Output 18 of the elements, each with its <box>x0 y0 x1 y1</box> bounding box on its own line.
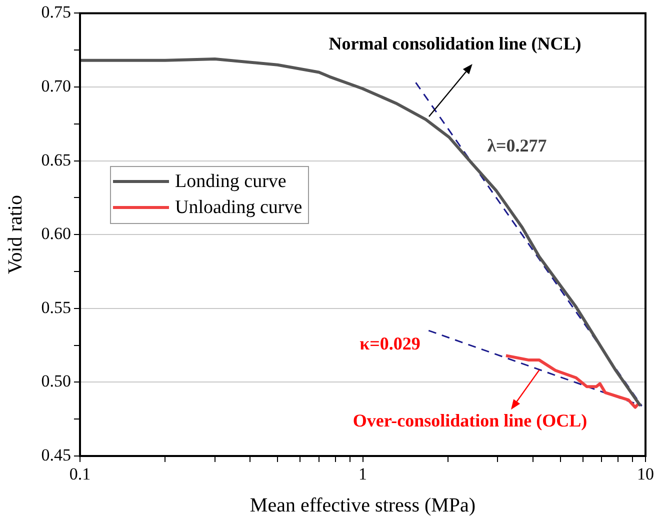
x-tick-label: 10 <box>637 464 654 484</box>
y-axis-title: Void ratio <box>4 195 26 274</box>
annotation: Normal consolidation line (NCL) <box>328 34 582 54</box>
y-tick-label: 0.55 <box>41 298 71 317</box>
annotation: κ=0.029 <box>360 334 420 354</box>
y-tick-label: 0.70 <box>41 76 71 96</box>
y-tick-label: 0.50 <box>41 372 71 391</box>
y-tick-label: 0.45 <box>41 445 71 464</box>
legend-label: Unloading curve <box>175 196 302 219</box>
y-tick-label: 0.65 <box>41 150 71 170</box>
annotation: λ=0.277 <box>487 136 547 156</box>
x-tick-label: 1 <box>358 464 367 484</box>
x-axis-title: Mean effective stress (MPa) <box>250 494 476 516</box>
y-tick-label: 0.60 <box>41 224 71 244</box>
legend-label: Londing curve <box>175 170 286 193</box>
y-tick-label: 0.75 <box>41 2 71 22</box>
x-tick-label: 0.1 <box>69 464 91 484</box>
annotation: Over-consolidation line (OCL) <box>352 410 588 431</box>
